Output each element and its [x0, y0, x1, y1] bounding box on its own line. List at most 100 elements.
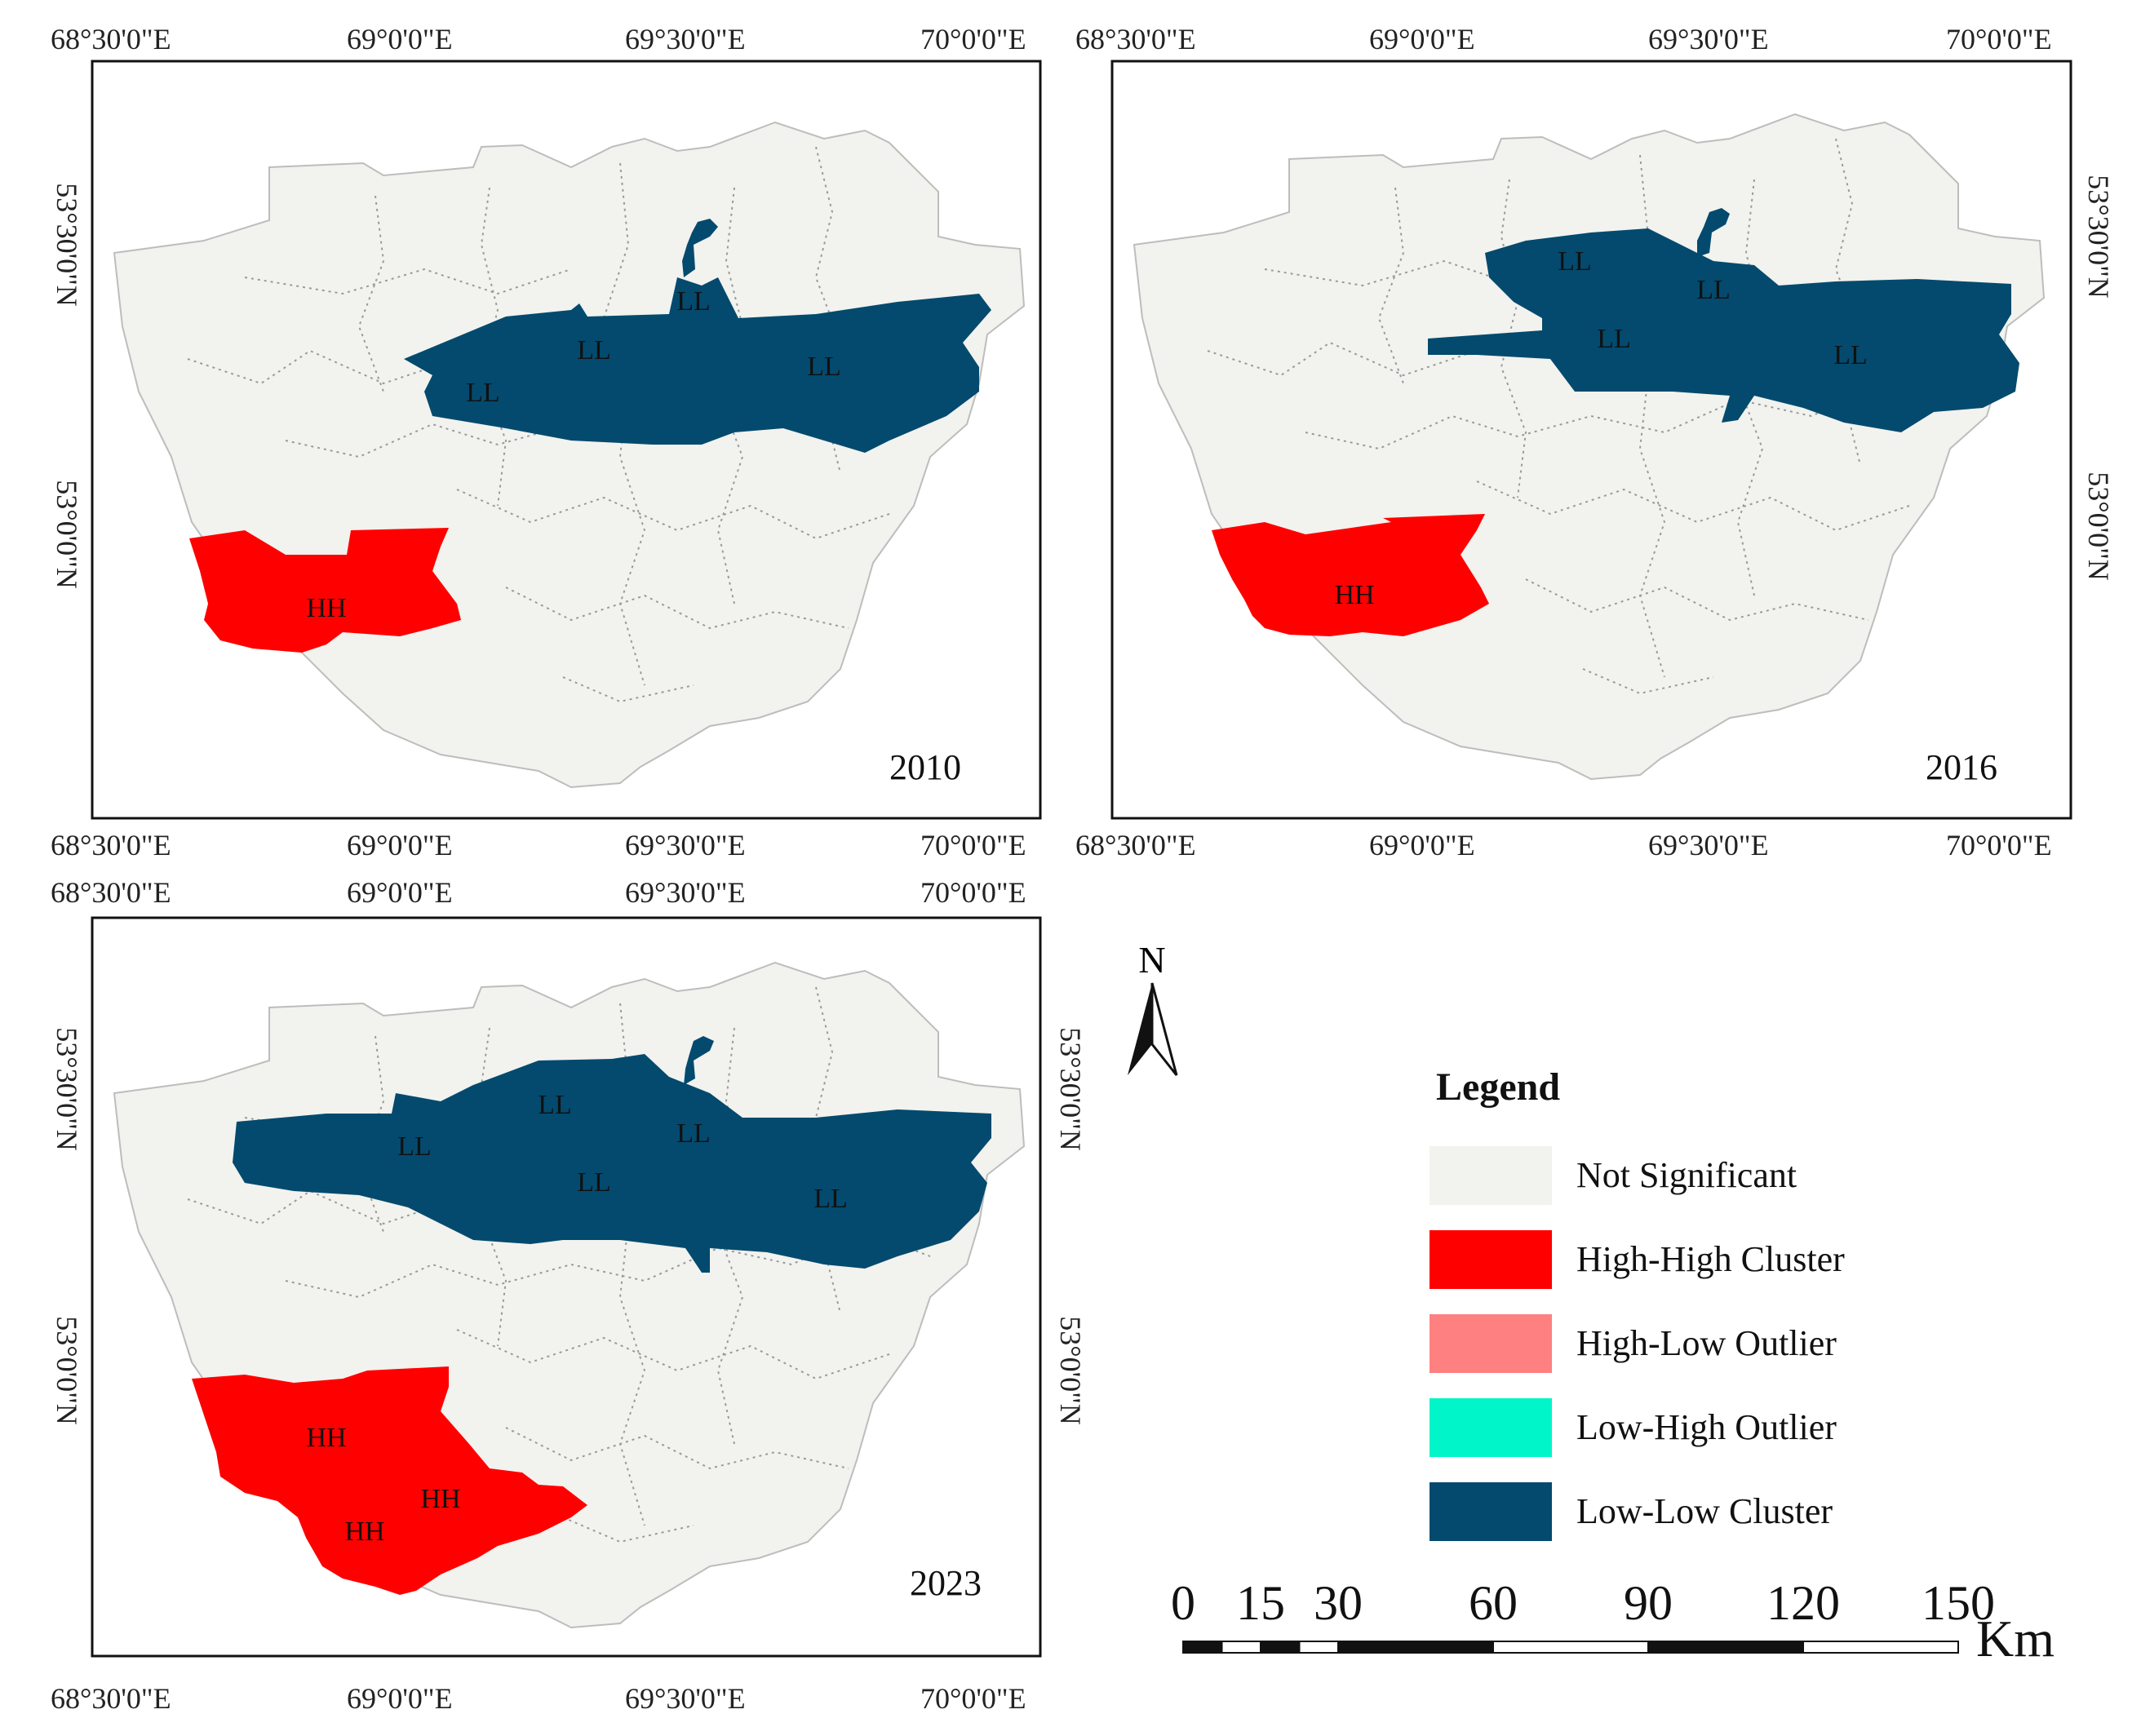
scale-unit: Km [1976, 1610, 2055, 1667]
top-tick-label: 68°30'0"E [51, 23, 171, 55]
scale-segments [1182, 1641, 1959, 1654]
bottom-tick-label: 69°0'0"E [347, 829, 453, 861]
legend-title: Legend [1436, 1065, 1560, 1109]
low-low-cluster-region [1428, 228, 2019, 432]
legend-label: Not Significant [1576, 1155, 1797, 1195]
map-year: 2016 [1926, 747, 1997, 787]
scale-tick-labels: 0 15 30 60 90 120 150 [1171, 1576, 1995, 1630]
scale-segment [1260, 1641, 1301, 1654]
scale-tick-label: 0 [1171, 1576, 1195, 1630]
scale-segment [1182, 1641, 1223, 1654]
legend: Legend Not Significant High-High Cluster H… [1430, 1065, 1845, 1541]
high-high-cluster-region [189, 528, 461, 653]
legend-label: High-Low Outlier [1576, 1323, 1837, 1363]
top-tick-label: 69°0'0"E [347, 876, 453, 909]
top-tick-label: 69°30'0"E [625, 876, 746, 909]
north-arrow: N [1128, 939, 1178, 1076]
cluster-label: LL [1833, 340, 1868, 370]
scale-bar: 0 15 30 60 90 120 150 Km [1171, 1576, 2055, 1667]
study-area-not-significant [113, 122, 1025, 788]
cluster-label: LL [397, 1132, 432, 1162]
scale-segment [1337, 1641, 1494, 1654]
cluster-label: LL [676, 286, 711, 317]
cluster-label: HH [306, 1423, 346, 1453]
map-panel-2016: LL LL LL LL HH 2016 68°30'0"E 69°0'0"E 6… [1075, 23, 2115, 861]
top-tick-label: 69°0'0"E [1369, 23, 1475, 55]
legend-swatch [1430, 1398, 1552, 1457]
side-tick-label: 53°30'0"N [51, 183, 83, 307]
north-label: N [1138, 939, 1165, 981]
low-low-cluster-region [233, 1054, 991, 1273]
cluster-label: LL [466, 378, 500, 408]
bottom-tick-label: 70°0'0"E [1946, 829, 2052, 861]
top-tick-label: 69°0'0"E [347, 23, 453, 55]
scale-segment [1298, 1641, 1339, 1654]
study-area-not-significant [1133, 113, 2045, 780]
side-tick-label: 53°30'0"N [2082, 175, 2115, 299]
map-frame [91, 60, 1042, 820]
side-tick-label: 53°30'0"N [1054, 1027, 1087, 1151]
legend-label: Low-Low Cluster [1576, 1491, 1833, 1531]
top-tick-label: 70°0'0"E [1946, 23, 2052, 55]
top-tick-label: 69°30'0"E [625, 23, 746, 55]
scale-segment [1221, 1641, 1261, 1654]
side-tick-label: 53°0'0"N [2082, 472, 2115, 581]
bottom-tick-label: 68°30'0"E [51, 1682, 171, 1715]
high-high-cluster-region [192, 1366, 587, 1595]
scale-tick-label: 90 [1624, 1576, 1673, 1630]
bottom-tick-label: 69°0'0"E [347, 1682, 453, 1715]
scale-tick-label: 30 [1314, 1576, 1363, 1630]
map-year: 2023 [910, 1563, 982, 1603]
side-tick-label: 53°0'0"N [1054, 1316, 1087, 1425]
low-low-cluster-region [404, 277, 991, 453]
map-panel-2010: LL LL LL LL HH 2010 68°30'0"E 69°0'0"E 6… [51, 23, 1042, 861]
top-tick-label: 68°30'0"E [1075, 23, 1196, 55]
scale-tick-label: 120 [1766, 1576, 1840, 1630]
cluster-label: LL [577, 1167, 611, 1198]
bottom-tick-label: 69°30'0"E [625, 1682, 746, 1715]
scale-segment [1492, 1641, 1649, 1654]
map-frame [91, 916, 1042, 1658]
bottom-tick-label: 69°30'0"E [1648, 829, 1769, 861]
map-frame [1110, 60, 2072, 820]
bottom-tick-label: 70°0'0"E [920, 829, 1026, 861]
cluster-label: HH [420, 1484, 460, 1514]
north-arrow-icon [1128, 982, 1178, 1076]
bottom-tick-label: 69°0'0"E [1369, 829, 1475, 861]
legend-label: High-High Cluster [1576, 1239, 1845, 1279]
legend-swatch [1430, 1230, 1552, 1289]
cluster-label: LL [813, 1184, 848, 1214]
map-panel-2023: LL LL LL LL LL HH HH HH 2023 68°30'0"E 6… [51, 876, 1087, 1715]
scale-tick-label: 15 [1236, 1576, 1285, 1630]
cluster-label: HH [344, 1517, 384, 1547]
side-tick-label: 53°30'0"N [51, 1027, 83, 1151]
top-tick-label: 70°0'0"E [920, 23, 1026, 55]
top-tick-label: 68°30'0"E [51, 876, 171, 909]
bottom-tick-label: 70°0'0"E [920, 1682, 1026, 1715]
high-high-cluster-region [1212, 514, 1489, 636]
scale-segment [1802, 1641, 1959, 1654]
cluster-label: LL [538, 1090, 572, 1120]
cluster-label: HH [306, 593, 346, 623]
legend-swatch [1430, 1314, 1552, 1373]
low-low-cluster-inlet [684, 1036, 714, 1085]
cluster-label: HH [1334, 580, 1374, 610]
cluster-label: LL [676, 1118, 711, 1149]
low-low-cluster-inlet [682, 219, 718, 277]
legend-swatch [1430, 1482, 1552, 1541]
legend-items: Not Significant High-High Cluster High-Low… [1430, 1146, 1845, 1541]
cluster-label: LL [1558, 246, 1592, 277]
map-year: 2010 [889, 747, 961, 787]
scale-tick-label: 60 [1469, 1576, 1518, 1630]
bottom-tick-label: 68°30'0"E [1075, 829, 1196, 861]
bottom-tick-label: 68°30'0"E [51, 829, 171, 861]
side-tick-label: 53°0'0"N [51, 1316, 83, 1425]
cluster-label: LL [577, 335, 611, 365]
scale-tick-label: 150 [1922, 1576, 1995, 1630]
top-tick-label: 69°30'0"E [1648, 23, 1769, 55]
side-tick-label: 53°0'0"N [51, 480, 83, 589]
cluster-label: LL [807, 352, 841, 382]
low-low-cluster-inlet [1697, 208, 1730, 257]
legend-label: Low-High Outlier [1576, 1407, 1837, 1447]
